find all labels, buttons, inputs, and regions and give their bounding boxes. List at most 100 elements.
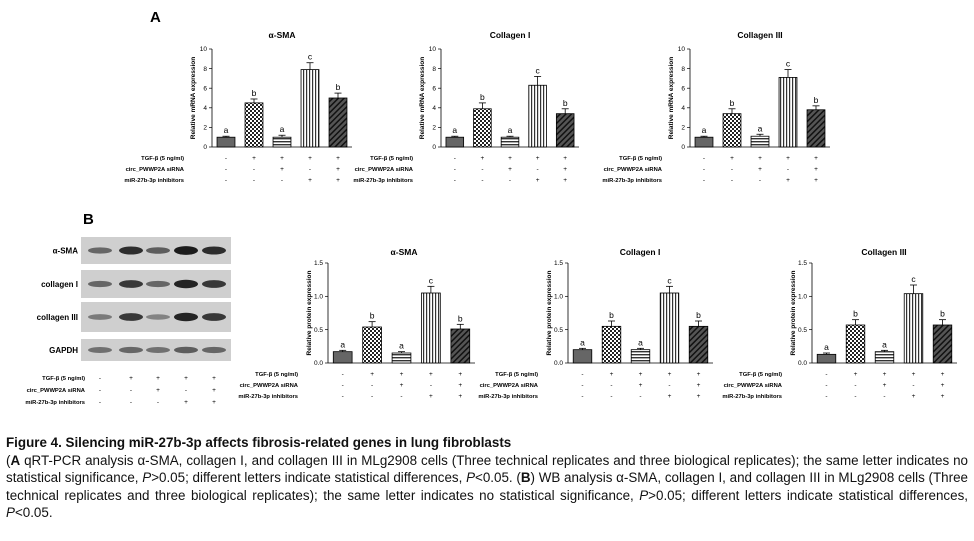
bar-1	[445, 136, 465, 148]
treatment-sign: +	[429, 371, 433, 378]
treatment-sign: -	[825, 371, 827, 378]
blot-row-label: collagen III	[37, 313, 78, 322]
caption-p2: P	[466, 470, 476, 485]
blot-band	[202, 246, 226, 255]
y-axis-label: Relative mRNA expression	[190, 57, 197, 140]
chart-title: Collagen I	[620, 247, 661, 257]
treatment-sign: +	[563, 177, 567, 184]
blot-treatment-sign: -	[99, 399, 101, 406]
treatment-sign: +	[458, 382, 462, 389]
y-tick-label: 4	[681, 105, 685, 112]
treatment-sign: +	[697, 382, 701, 389]
treatment-sign: -	[581, 382, 583, 389]
treatment-sign: +	[814, 177, 818, 184]
significance-label: c	[429, 275, 434, 285]
y-tick-label: 1.5	[314, 260, 323, 267]
blot-band	[119, 313, 143, 321]
blot-band	[88, 347, 112, 353]
treatment-row-label: circ_PWWP2A siRNA	[604, 167, 663, 173]
treatment-sign: +	[336, 155, 340, 162]
y-tick-label: 1.0	[314, 294, 323, 301]
bar-charts: α-SMA Relative mRNA expression 0 2 4 6 8 10 a b a c…	[124, 30, 957, 400]
blot-treatment-label: TGF-β (5 ng/ml)	[42, 376, 85, 382]
treatment-row-label: TGF-β (5 ng/ml)	[141, 156, 184, 162]
treatment-sign: +	[883, 371, 887, 378]
blot-band	[146, 314, 170, 320]
caption-body: (A qRT-PCR analysis α-SMA, collagen I, a…	[6, 452, 968, 521]
blot-treatment-sign: -	[157, 399, 159, 406]
y-tick-label: 2	[432, 125, 436, 132]
blot-treatment-sign: -	[130, 387, 132, 394]
y-tick-label: 4	[203, 105, 207, 112]
treatment-sign: +	[252, 155, 256, 162]
treatment-sign: -	[610, 393, 612, 400]
blot-band	[119, 280, 143, 288]
blot-band	[119, 246, 143, 255]
blot-band	[174, 312, 198, 322]
treatment-sign: -	[731, 166, 733, 173]
significance-label: a	[638, 337, 643, 347]
treatment-sign: -	[883, 393, 885, 400]
significance-label: b	[696, 310, 701, 320]
significance-label: b	[853, 309, 858, 319]
chart-a-2: Collagen III Relative mRNA expression 0 2 4 6…	[602, 30, 830, 184]
significance-label: c	[535, 65, 540, 75]
treatment-row-label: miR-27b-3p inhibitors	[353, 178, 413, 184]
y-tick-label: 0	[681, 144, 685, 151]
treatment-sign: -	[281, 177, 283, 184]
y-tick-label: 4	[432, 105, 436, 112]
bar-4	[659, 292, 680, 364]
blot-row-3: collagen III	[37, 302, 231, 332]
y-tick-label: 8	[203, 66, 207, 73]
treatment-sign: -	[787, 166, 789, 173]
caption-lt-b: <0.05.	[14, 505, 53, 520]
significance-label: b	[336, 82, 341, 92]
caption-p1: P	[142, 470, 152, 485]
treatment-sign: -	[253, 166, 255, 173]
y-axis-label: Relative mRNA expression	[419, 57, 426, 140]
blot-band	[88, 280, 112, 288]
blot-band	[174, 246, 198, 255]
western-blot: α-SMA collagen I collagen III GAPDH TGF-β (5…	[25, 237, 231, 406]
y-tick-label: 8	[432, 66, 436, 73]
y-tick-label: 2	[203, 125, 207, 132]
panel-b-label: B	[83, 211, 94, 228]
bar-2	[473, 108, 492, 148]
treatment-sign: +	[563, 155, 567, 162]
treatment-sign: +	[639, 382, 643, 389]
chart-b-4: Collagen I Relative protein expression0.0…	[478, 247, 713, 400]
treatment-sign: +	[814, 155, 818, 162]
y-tick-label: 0	[432, 144, 436, 151]
treatment-sign: -	[703, 177, 705, 184]
treatment-sign: +	[758, 166, 762, 173]
significance-label: c	[308, 52, 313, 62]
bar-4	[300, 69, 320, 148]
blot-treatment-sign: +	[184, 375, 188, 382]
treatment-sign: -	[454, 155, 456, 162]
bar-2	[722, 113, 742, 148]
y-axis-label: Relative protein expression	[546, 271, 553, 356]
blot-band	[146, 347, 170, 353]
treatment-sign: -	[225, 177, 227, 184]
treatment-sign: +	[941, 382, 945, 389]
treatment-sign: -	[342, 393, 344, 400]
blot-treatment-sign: +	[184, 399, 188, 406]
significance-label: b	[940, 309, 945, 319]
bar-2	[244, 102, 264, 148]
treatment-row-label: TGF-β (5 ng/ml)	[619, 156, 662, 162]
blot-treatment-sign: +	[212, 399, 216, 406]
treatment-sign: -	[481, 166, 483, 173]
blot-treatment-sign: -	[99, 387, 101, 394]
blot-treatment-sign: +	[212, 375, 216, 382]
treatment-sign: +	[336, 166, 340, 173]
treatment-sign: -	[581, 393, 583, 400]
treatment-row-label: circ_PWWP2A siRNA	[724, 383, 783, 389]
y-tick-label: 0.5	[554, 327, 563, 334]
y-tick-label: 0.0	[798, 360, 807, 367]
bar-4	[903, 293, 924, 364]
treatment-sign: +	[280, 155, 284, 162]
treatment-sign: +	[668, 393, 672, 400]
treatment-sign: +	[336, 177, 340, 184]
significance-label: a	[824, 342, 829, 352]
